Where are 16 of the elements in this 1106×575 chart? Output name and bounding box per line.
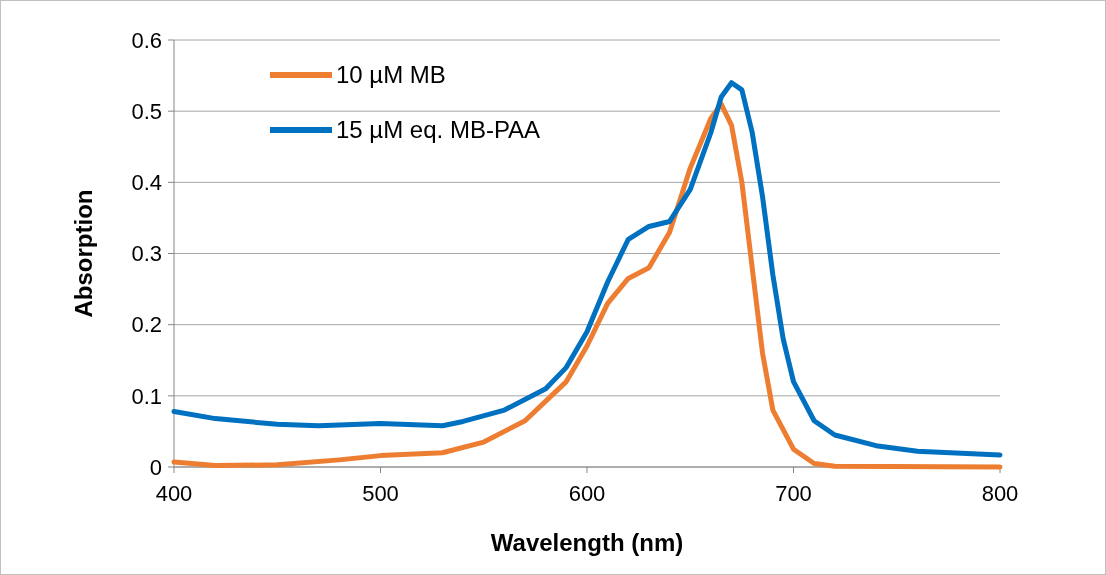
y-tick-label: 0 (149, 454, 162, 480)
x-tick-label: 500 (362, 481, 399, 506)
legend-label: 15 µM eq. MB-PAA (336, 116, 541, 144)
y-tick-label: 0.4 (131, 170, 162, 196)
y-tick-label: 0.1 (131, 383, 162, 409)
x-tick-label: 600 (568, 481, 606, 506)
y-tick-label: 0.6 (131, 27, 162, 53)
y-tick-label: 0.3 (131, 241, 162, 267)
x-tick-label: 700 (775, 481, 812, 506)
y-axis-title: Absorption (70, 189, 97, 318)
legend-label: 10 µM MB (336, 61, 446, 89)
x-tick-label: 800 (981, 481, 1019, 506)
x-tick-label: 400 (155, 481, 193, 506)
y-tick-label: 0.5 (131, 98, 162, 124)
y-tick-label: 0.2 (131, 312, 162, 338)
x-axis-title: Wavelength (nm) (490, 529, 684, 556)
